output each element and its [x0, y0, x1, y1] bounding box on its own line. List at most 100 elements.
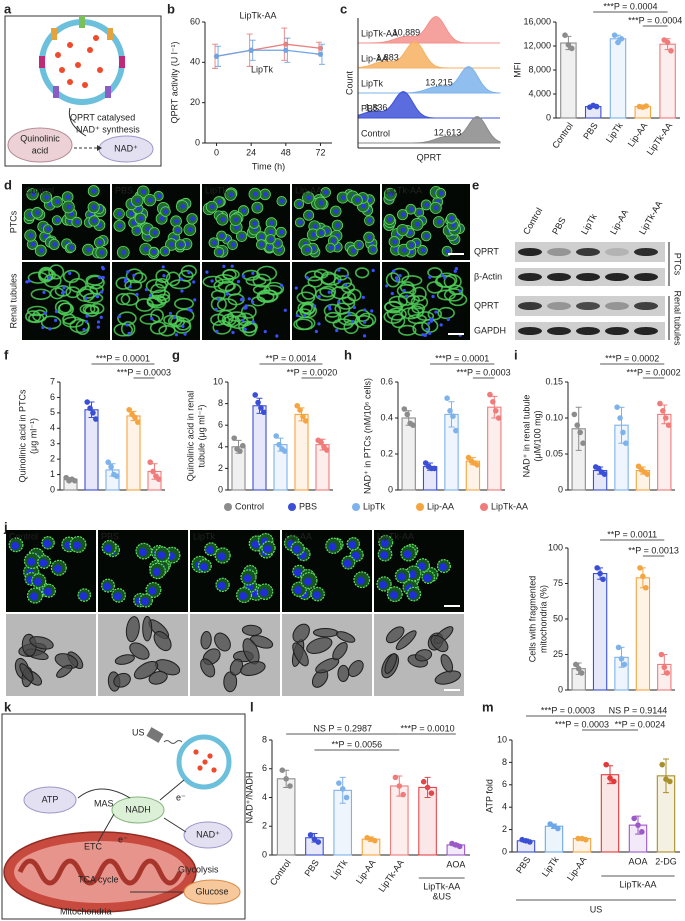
diagram-text: Glycolysis	[178, 864, 219, 874]
nucleus	[340, 195, 346, 200]
nucleus	[209, 204, 215, 210]
nucleus	[275, 334, 279, 338]
nucleus	[161, 265, 165, 269]
tubule	[410, 295, 429, 310]
node	[183, 821, 233, 849]
data-point	[620, 429, 626, 436]
nucleus	[219, 233, 225, 239]
nucleus	[333, 208, 339, 214]
nucleus	[136, 206, 141, 212]
nucleus	[121, 249, 127, 255]
y-axis-label: tubule (μg ml⁻¹)	[196, 405, 206, 468]
nucleus	[306, 212, 312, 218]
data-point	[401, 406, 408, 412]
data-point	[450, 413, 456, 420]
nucleus	[255, 205, 261, 211]
data-point	[87, 405, 93, 412]
drug-particle	[75, 62, 81, 68]
y-tick-label: 1	[50, 469, 55, 479]
point	[213, 53, 220, 59]
nucleus	[30, 241, 36, 247]
y-tick-label: 7	[50, 376, 55, 386]
bar	[609, 38, 627, 119]
nucleus	[91, 204, 97, 210]
nucleus	[38, 248, 44, 254]
significance-label: **P = 0.0014	[266, 353, 317, 363]
nucleus	[199, 562, 208, 571]
data-point	[662, 415, 669, 421]
nucleus	[73, 541, 82, 550]
tubule	[401, 275, 423, 286]
nucleus	[449, 215, 455, 221]
significance-label: ***P = 0.0003	[457, 367, 511, 377]
tubule	[27, 305, 48, 317]
nucleus	[389, 591, 398, 600]
nucleus	[279, 198, 285, 204]
nucleus	[337, 268, 341, 272]
data-point	[400, 791, 406, 798]
cristae	[17, 858, 183, 886]
nucleus	[47, 276, 51, 280]
tubule	[135, 298, 155, 312]
data-point	[565, 42, 572, 48]
x-tick-label: 0	[214, 147, 219, 157]
nucleus	[30, 592, 39, 601]
significance-label: **P = 0.0056	[332, 739, 383, 749]
footer-label: US	[590, 904, 603, 914]
nucleus	[347, 312, 351, 316]
tubule	[319, 285, 337, 298]
nucleus	[251, 300, 255, 304]
nucleus	[96, 325, 100, 329]
nucleus	[100, 290, 104, 294]
drug-particle	[87, 47, 93, 53]
data-point	[664, 39, 671, 46]
panel-label: g	[172, 347, 180, 362]
legend-swatch	[352, 503, 360, 511]
nucleus	[168, 311, 173, 316]
tubule	[62, 269, 80, 284]
nucleus	[61, 290, 66, 294]
blot-row-label: QPRT	[474, 300, 499, 310]
data-point	[424, 784, 431, 791]
tubule	[124, 279, 143, 292]
blot-row-label: GAPDH	[474, 325, 506, 335]
nucleus	[312, 591, 321, 600]
data-point	[307, 832, 314, 838]
y-tick-label: 5	[50, 407, 55, 417]
nucleus	[65, 194, 71, 200]
mitochondrion	[312, 628, 339, 638]
membrane-protein	[79, 16, 85, 28]
data-point	[601, 471, 608, 477]
data-point	[428, 790, 435, 796]
nucleus	[293, 568, 302, 577]
panel-label: k	[4, 699, 12, 714]
nucleus	[138, 548, 147, 557]
nucleus	[317, 322, 321, 326]
nucleus	[385, 284, 389, 288]
nucleus	[295, 313, 299, 318]
nucleus	[397, 572, 406, 581]
mitochondrion	[240, 661, 266, 676]
data-point	[339, 786, 346, 792]
mitochondrion	[114, 654, 135, 665]
y-tick-label: 4	[50, 423, 55, 433]
tubule	[252, 273, 272, 288]
group-label: LipTk-AA	[619, 879, 656, 889]
nucleus	[252, 221, 258, 226]
nucleus	[192, 280, 196, 284]
nucleus	[138, 216, 144, 221]
tubule	[115, 292, 131, 306]
data-point	[279, 767, 286, 773]
legend-swatch	[288, 503, 296, 511]
nucleus	[370, 247, 376, 253]
nucleus	[54, 217, 60, 223]
data-point	[474, 462, 481, 468]
nucleus	[169, 242, 175, 247]
nucleus	[361, 295, 365, 299]
tubule	[426, 281, 443, 294]
data-point	[574, 422, 581, 429]
legend-label: LipTk	[363, 501, 386, 511]
bar	[592, 573, 608, 691]
data-point	[431, 465, 438, 472]
micrograph-label: LipTk-AA	[377, 531, 414, 541]
